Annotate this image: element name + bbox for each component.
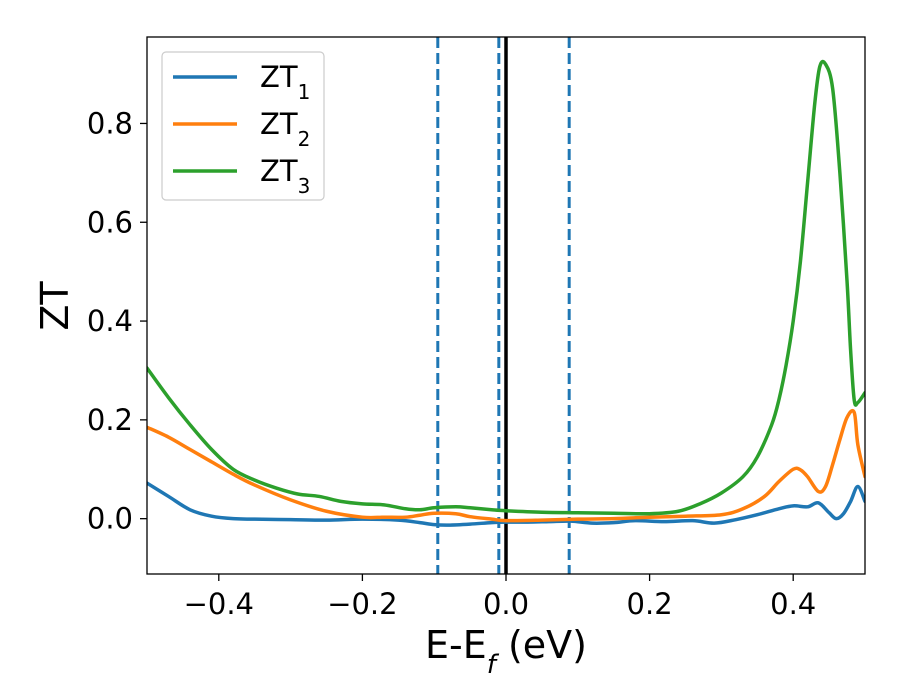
y-tick-label: 0.6 [87, 205, 133, 239]
x-tick-label: 0.2 [627, 587, 673, 621]
y-tick-label: 0.0 [87, 502, 133, 536]
x-tick-label: −0.2 [327, 587, 397, 621]
y-tick-label: 0.2 [87, 403, 133, 437]
y-axis-label: ZT [33, 281, 77, 331]
x-axis-label: E-Ef (eV) [425, 623, 587, 680]
plot-frame [146, 36, 866, 575]
x-tick-label: −0.4 [184, 587, 254, 621]
legend-label-1: ZT1 [260, 60, 310, 104]
x-axis-ticks: −0.4 −0.2 0.0 0.2 0.4 [184, 574, 816, 621]
y-tick-label: 0.8 [87, 106, 133, 140]
legend-frame [161, 51, 325, 201]
x-tick-label: 0.0 [483, 587, 529, 621]
reference-lines [436, 37, 571, 574]
x-axis-label-unit: (eV) [496, 623, 587, 667]
series-layer [147, 59, 865, 527]
y-axis-ticks: 0.0 0.2 0.4 0.6 0.8 [87, 106, 147, 536]
y-tick-label: 0.4 [87, 304, 133, 338]
x-axis-label-main: E-E [425, 623, 487, 667]
x-tick-label: 0.4 [770, 587, 816, 621]
series-line-2 [147, 408, 865, 523]
series-line-1 [147, 481, 865, 527]
legend-label-3: ZT3 [260, 154, 310, 198]
legend-label-2: ZT2 [260, 107, 310, 151]
series-line-3 [147, 59, 865, 516]
